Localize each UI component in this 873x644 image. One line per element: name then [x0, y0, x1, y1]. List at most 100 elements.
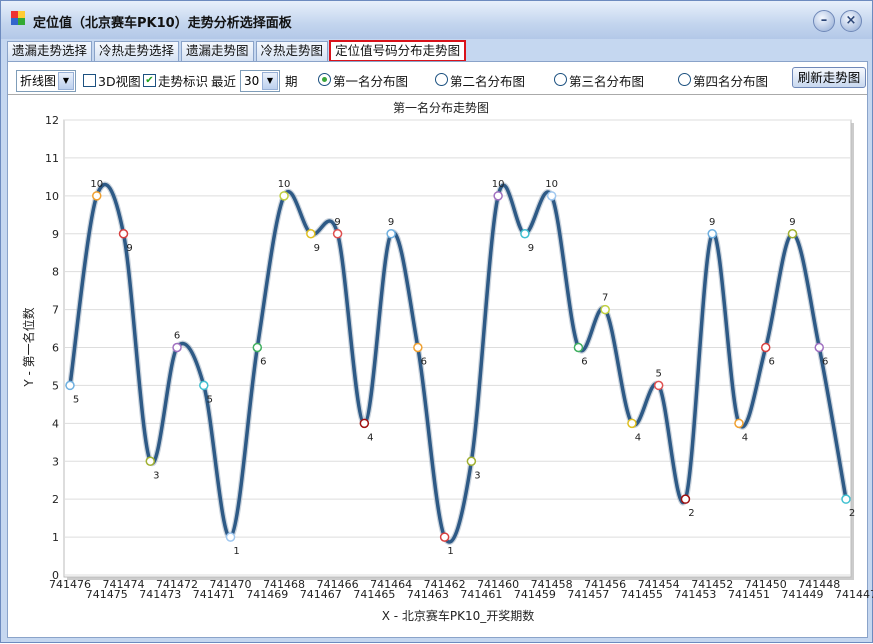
data-label: 9: [314, 243, 320, 254]
x-tick-label: 741473: [139, 588, 181, 601]
data-label: 5: [207, 394, 213, 405]
data-label: 6: [581, 357, 587, 368]
data-point: [332, 229, 343, 239]
y-tick-label: 7: [52, 304, 59, 317]
radio-third[interactable]: [554, 73, 567, 86]
data-label: 10: [545, 179, 558, 190]
y-tick-label: 1: [52, 531, 59, 544]
y-tick-label: 12: [45, 114, 59, 127]
data-point: [172, 342, 182, 353]
y-tick-label: 2: [52, 493, 59, 506]
y-tick-label: 6: [52, 342, 59, 355]
tab-position-distribution[interactable]: 定位值号码分布走势图: [329, 40, 467, 62]
data-label: 6: [174, 331, 180, 342]
data-point: [279, 191, 289, 201]
x-tick-label: 741469: [246, 588, 288, 601]
x-tick-label: 741468: [263, 578, 305, 591]
data-point: [760, 342, 771, 353]
data-label: 10: [90, 179, 103, 190]
x-tick-label: 741470: [210, 578, 252, 591]
data-point: [466, 456, 477, 466]
x-tick-label: 741451: [728, 588, 770, 601]
y-axis-label: Y - 第一名位数: [21, 307, 36, 387]
data-point: [573, 342, 584, 353]
tab-missing-trend-select[interactable]: 遗漏走势选择: [7, 41, 93, 61]
data-label: 5: [73, 394, 79, 405]
trend-mark-checkbox[interactable]: ✔: [143, 74, 156, 87]
data-point: [787, 229, 798, 239]
data-point: [814, 342, 824, 353]
data-point: [520, 229, 530, 239]
chart-type-select[interactable]: 折线图 ▼: [16, 70, 76, 92]
data-point: [841, 494, 851, 504]
data-point: [145, 456, 156, 466]
data-label: 6: [822, 357, 828, 368]
window-title: 定位值（北京赛车PK10）走势分析选择面板: [33, 16, 292, 31]
x-tick-label: 741474: [103, 578, 145, 591]
data-point: [65, 380, 75, 391]
data-label: 4: [635, 432, 641, 443]
x-tick-label: 741456: [584, 578, 626, 591]
y-tick-label: 11: [45, 152, 59, 165]
y-tick-label: 3: [52, 455, 59, 468]
x-tick-label: 741457: [567, 588, 609, 601]
tab-hot-cold-chart[interactable]: 冷热走势图: [255, 41, 329, 61]
x-tick-label: 741465: [353, 588, 395, 601]
refresh-chart-button[interactable]: 刷新走势图: [792, 67, 866, 88]
tab-missing-chart[interactable]: 遗漏走势图: [181, 41, 254, 61]
data-label: 1: [447, 546, 453, 557]
radio-second[interactable]: [435, 73, 448, 86]
3d-view-checkbox[interactable]: [83, 74, 96, 87]
recent-count-value: 30: [244, 74, 260, 88]
data-label: 9: [126, 243, 132, 254]
radio-fourth-label: 第四名分布图: [693, 74, 769, 89]
data-label: 10: [278, 179, 291, 190]
data-label: 6: [421, 357, 427, 368]
period-label: 期: [285, 74, 298, 89]
chevron-down-icon[interactable]: ▼: [58, 72, 74, 90]
data-label: 9: [388, 217, 394, 228]
minimize-icon[interactable]: –: [813, 10, 835, 32]
chart-type-value: 折线图: [20, 74, 57, 88]
x-tick-label: 741464: [370, 578, 412, 591]
radio-second-label: 第二名分布图: [450, 74, 526, 89]
x-axis-label: X - 北京赛车PK10_开奖期数: [382, 608, 535, 623]
x-tick-label: 741454: [638, 578, 680, 591]
x-tick-label: 741461: [460, 588, 502, 601]
x-tick-label: 741471: [193, 588, 235, 601]
radio-first[interactable]: [318, 73, 331, 86]
data-point: [627, 418, 637, 429]
radio-third-label: 第三名分布图: [569, 74, 645, 89]
close-icon[interactable]: ×: [840, 10, 862, 32]
x-tick-label: 741453: [674, 588, 716, 601]
chevron-down-icon[interactable]: ▼: [262, 72, 278, 90]
x-tick-label: 741455: [621, 588, 663, 601]
recent-count-select[interactable]: 30 ▼: [240, 70, 280, 92]
x-tick-label: 741460: [477, 578, 519, 591]
y-tick-label: 10: [45, 190, 59, 203]
data-point: [653, 380, 664, 391]
tab-hot-cold-select[interactable]: 冷热走势选择: [94, 41, 180, 61]
y-tick-label: 8: [52, 266, 59, 279]
data-point: [306, 229, 316, 239]
radio-fourth[interactable]: [678, 73, 691, 86]
x-tick-label: 741475: [86, 588, 128, 601]
data-point: [359, 418, 370, 429]
data-point: [546, 191, 557, 201]
data-label: 1: [233, 546, 239, 557]
y-tick-label: 9: [52, 228, 59, 241]
y-tick-label: 0: [52, 569, 59, 582]
x-tick-label: 741466: [317, 578, 359, 591]
y-tick-label: 4: [52, 417, 59, 430]
data-point: [386, 229, 396, 239]
data-label: 2: [849, 508, 855, 519]
chart-title: 第一名分布走势图: [393, 100, 489, 115]
x-tick-label: 741458: [531, 578, 573, 591]
data-label: 3: [474, 470, 480, 481]
x-tick-label: 741450: [745, 578, 787, 591]
data-point: [225, 532, 236, 542]
x-tick-label: 741467: [300, 588, 342, 601]
data-label: 3: [153, 470, 159, 481]
